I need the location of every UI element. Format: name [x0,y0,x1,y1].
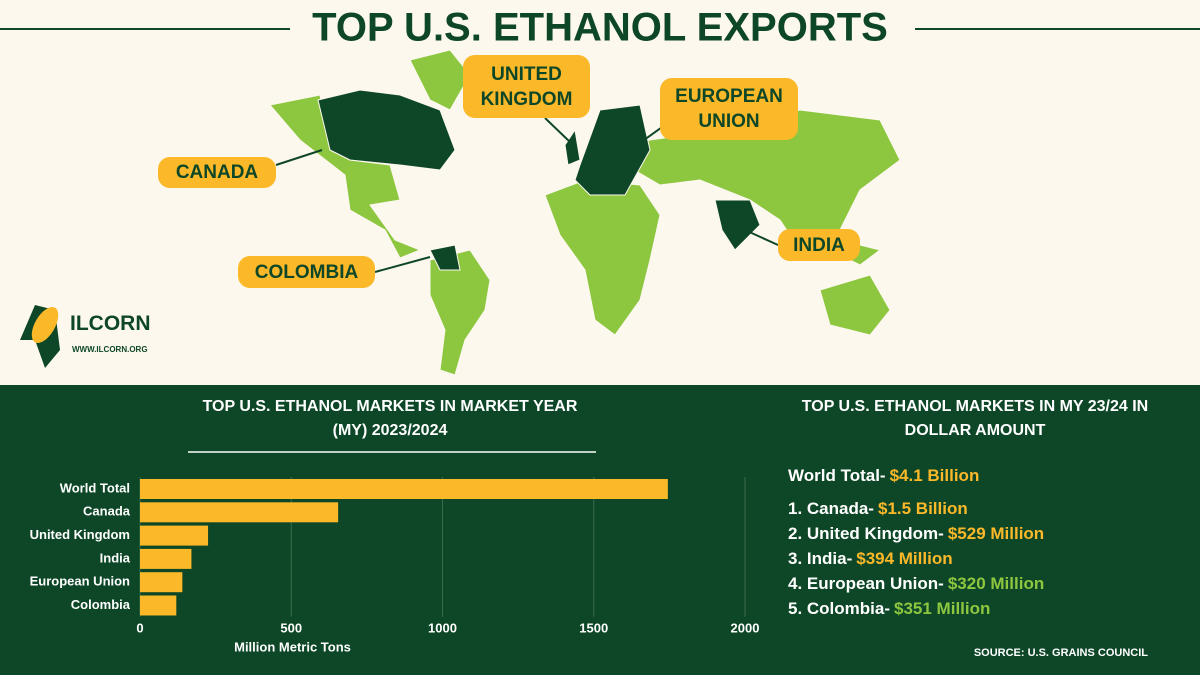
map-area: TOP U.S. ETHANOL EXPORTS ILCORN WW [0,6,1200,376]
x-tick-label: 2000 [731,620,760,635]
logo: ILCORN WWW.ILCORN.ORG [20,305,151,368]
y-tick-label: Colombia [71,597,131,612]
list-amount: $320 Million [947,574,1045,593]
world-map [269,49,901,376]
y-tick-label: European Union [30,574,130,589]
list-label: 1. Canada- [788,499,874,518]
list-amount: $394 Million [856,549,953,568]
y-tick-label: Canada [83,504,131,519]
x-axis-label: Million Metric Tons [234,639,351,654]
list-amount: $529 Million [947,524,1045,543]
map-label: COLOMBIA [238,256,375,288]
y-tick-label: India [100,550,131,565]
logo-url: WWW.ILCORN.ORG [72,345,148,354]
map-label: UNITED KINGDOM [463,55,590,118]
chart-title: TOP U.S. ETHANOL MARKETS IN MARKET YEAR … [202,398,578,439]
leader-lines [275,117,779,273]
y-tick-label: World Total [60,480,130,495]
list-item: 3. India- $394 Million [788,549,953,569]
bar [140,548,192,569]
bar-chart: 0 500 1000 1500 2000 World Total Canada United … [30,451,760,654]
bar [140,479,668,499]
list-item: World Total- $4.1 Billion [788,466,979,486]
list-item: 2. United Kingdom- $529 Million [788,524,1044,544]
y-tick-label: United Kingdom [30,527,130,542]
list-label: World Total- [788,466,886,485]
logo-name: ILCORN [70,312,151,335]
bar [140,525,209,546]
highlighted-countries [317,89,761,271]
map-label: INDIA [778,229,860,261]
bar [140,595,177,616]
source: SOURCE: U.S. GRAINS COUNCIL [973,647,1148,659]
list-item: 1. Canada- $1.5 Billion [788,499,968,519]
map-label: CANADA [158,157,276,188]
list-label: 5. Colombia- [788,599,891,618]
x-tick-label: 500 [280,620,302,635]
list-title: TOP U.S. ETHANOL MARKETS IN MY 23/24 IN … [801,398,1149,439]
list-amount: $351 Million [894,599,991,618]
list-item: 4. European Union- $320 Million [788,574,1044,594]
page-title: TOP U.S. ETHANOL EXPORTS [312,6,888,50]
list-amount: $1.5 Billion [877,499,968,518]
list-amount: $4.1 Billion [889,466,980,485]
x-tick-label: 1500 [579,620,608,635]
x-tick-label: 0 [136,620,143,635]
map-label: EUROPEAN UNION [660,78,798,140]
bar [140,502,339,523]
list-label: 3. India- [788,549,853,568]
bar [140,572,183,593]
data-panel: 0 500 1000 1500 2000 World Total Canada United … [0,385,1200,675]
x-tick-label: 1000 [428,620,457,635]
list-label: 4. European Union- [788,574,944,593]
list-item: 5. Colombia- $351 Million [788,599,990,619]
list-label: 2. United Kingdom- [788,524,944,543]
